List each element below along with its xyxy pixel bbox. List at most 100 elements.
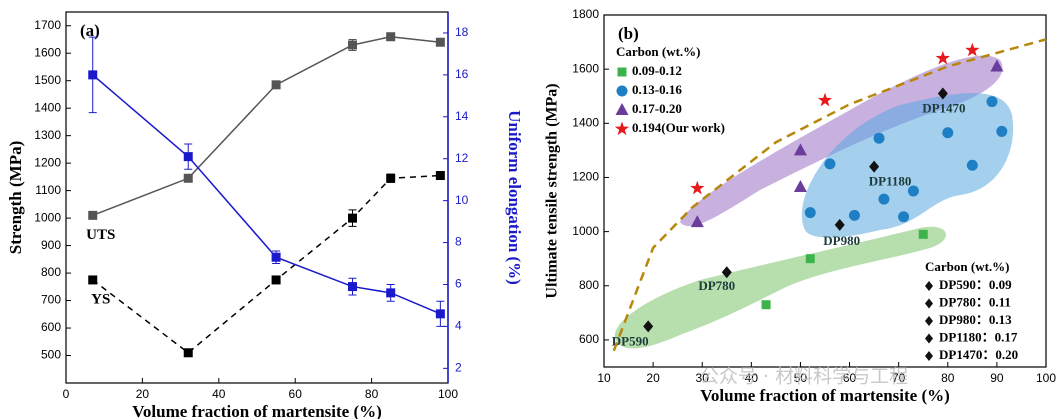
y-axis-label: Strength (MPa)	[6, 141, 25, 254]
panel-label: (b)	[618, 24, 639, 43]
marker	[386, 173, 396, 183]
marker	[965, 42, 980, 57]
marker	[348, 213, 357, 223]
x-tick-label: 40	[745, 371, 759, 385]
series-label: YS	[91, 291, 110, 307]
x-axis-label: Volume fraction of martensite (%)	[132, 402, 382, 419]
x-axis-label: Volume fraction of martensite (%)	[700, 386, 950, 405]
point-label: DP1180	[869, 174, 912, 189]
marker	[761, 300, 771, 310]
legend-entry: 0.13-0.16	[632, 82, 682, 97]
marker	[348, 282, 357, 292]
marker	[88, 275, 98, 285]
legend-marker	[616, 85, 628, 97]
x-tick-label: 80	[365, 387, 379, 401]
marker	[824, 158, 836, 170]
marker	[937, 87, 948, 100]
y-tick-label: 1600	[34, 45, 61, 59]
y-tick-label: 1000	[34, 210, 61, 224]
marker	[386, 32, 396, 42]
y-tick-label: 1100	[35, 183, 61, 197]
marker	[721, 266, 732, 279]
marker	[986, 96, 998, 108]
series-line	[92, 174, 441, 354]
marker	[935, 50, 950, 65]
marker	[690, 180, 705, 195]
legend2-entry: DP590：0.09	[939, 277, 1012, 292]
region-blue	[801, 93, 1014, 238]
x-tick-label: 20	[136, 387, 150, 401]
marker	[271, 275, 281, 285]
legend-marker	[614, 121, 630, 136]
legend2-entry: DP1180：0.17	[939, 329, 1018, 344]
y2-tick-label: 12	[455, 151, 469, 165]
y-tick-label: 1400	[572, 115, 599, 129]
legend2-marker	[925, 298, 933, 309]
x-tick-label: 70	[892, 371, 906, 385]
marker	[643, 320, 654, 333]
y2-tick-label: 10	[455, 193, 469, 207]
legend2-title: Carbon (wt.%)	[925, 259, 1010, 274]
x-tick-label: 80	[941, 371, 955, 385]
y2-tick-label: 4	[455, 319, 462, 333]
marker	[966, 159, 978, 171]
y-tick-label: 600	[579, 332, 599, 346]
marker	[183, 348, 193, 358]
legend2-marker	[925, 333, 933, 344]
y2-tick-label: 6	[455, 277, 462, 291]
x-tick-label: 100	[438, 387, 458, 401]
marker	[869, 160, 880, 173]
marker	[878, 193, 890, 205]
legend-marker	[617, 67, 627, 77]
marker	[435, 171, 445, 181]
legend-entry: 0.09-0.12	[632, 63, 682, 78]
x-tick-label: 90	[990, 371, 1004, 385]
y2-axis-label: Uniform elongation (%)	[505, 110, 524, 285]
point-label: DP1470	[922, 101, 965, 116]
marker	[435, 309, 445, 319]
y2-tick-label: 2	[455, 360, 462, 374]
marker	[918, 229, 928, 239]
y-tick-label: 1400	[34, 100, 61, 114]
legend2-marker	[925, 351, 933, 361]
series-line	[92, 35, 441, 217]
legend2-marker	[925, 281, 933, 291]
plot-frame	[603, 14, 1047, 368]
x-tick-label: 40	[212, 387, 226, 401]
panel-label: (a)	[80, 21, 100, 40]
x-tick-label: 20	[646, 371, 660, 385]
legend-marker	[615, 103, 629, 115]
plot-frame	[65, 11, 449, 384]
legend-entry: 0.194(Our work)	[632, 120, 725, 135]
marker	[873, 132, 885, 144]
marker	[942, 127, 954, 139]
marker	[907, 185, 919, 197]
y-tick-label: 1200	[572, 170, 599, 184]
watermark: 公众号 · 材料科学与工程	[700, 366, 908, 388]
y-axis-label: Ultimate tensile strength (MPa)	[544, 83, 561, 298]
y-tick-label: 1000	[572, 224, 599, 238]
x-tick-label: 60	[289, 387, 303, 401]
y-tick-label: 900	[41, 238, 61, 252]
y-tick-label: 800	[41, 265, 61, 279]
marker	[183, 173, 193, 183]
point-label: DP980	[823, 233, 860, 248]
marker	[271, 252, 281, 262]
marker	[88, 70, 98, 80]
marker	[805, 254, 815, 264]
marker	[183, 152, 193, 162]
point-label: DP780	[698, 278, 735, 293]
marker	[804, 207, 816, 219]
y-tick-label: 1700	[34, 18, 61, 32]
y2-tick-label: 14	[455, 109, 469, 123]
region-green	[614, 226, 947, 349]
legend2-entry: DP1470：0.20	[939, 347, 1018, 362]
y-tick-label: 1200	[34, 155, 61, 169]
y-tick-label: 800	[579, 278, 599, 292]
x-tick-label: 60	[843, 371, 857, 385]
y-tick-label: 600	[41, 320, 61, 334]
marker	[435, 37, 445, 47]
y-tick-label: 700	[41, 293, 61, 307]
region-purple	[680, 55, 1003, 227]
marker	[386, 288, 396, 298]
